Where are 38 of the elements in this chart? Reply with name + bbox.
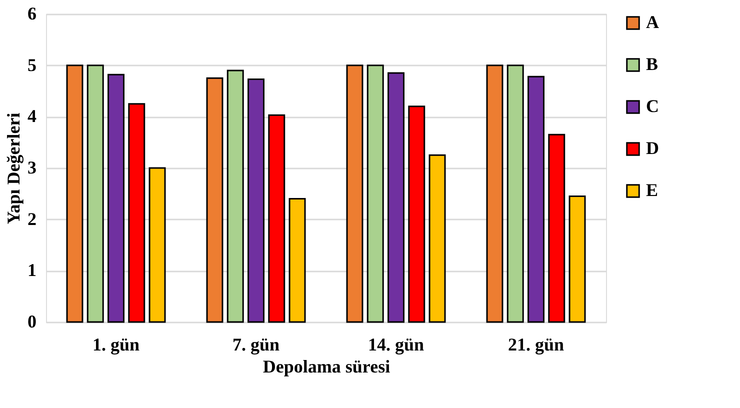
y-tick-label: 6 <box>28 4 36 24</box>
bar <box>346 64 364 323</box>
y-tick-label: 0 <box>28 312 36 332</box>
bar <box>528 76 544 323</box>
bar <box>108 74 124 323</box>
bar <box>66 64 84 323</box>
x-tick-label: 21. gün <box>508 334 564 354</box>
bar <box>288 198 306 323</box>
x-tick-label: 14. gün <box>368 334 424 354</box>
legend-label: C <box>646 96 659 116</box>
bar <box>506 64 524 323</box>
x-tick-label: 1. gün <box>92 334 140 354</box>
x-tick-label: 7. gün <box>232 334 280 354</box>
y-tick-label: 5 <box>28 54 36 75</box>
bar <box>428 154 446 323</box>
legend-label: A <box>646 12 659 32</box>
bar <box>128 103 146 323</box>
y-axis-title: Yapı Değerleri <box>4 112 24 224</box>
bar <box>226 70 244 323</box>
legend-label: B <box>646 54 658 74</box>
legend-label: E <box>646 180 658 200</box>
x-axis-title: Depolama süresi <box>262 356 390 376</box>
bar <box>248 78 264 323</box>
bar <box>548 134 566 323</box>
y-tick-label: 4 <box>28 106 36 126</box>
bar <box>366 64 384 323</box>
bar <box>148 167 166 323</box>
bar <box>206 77 224 323</box>
bar <box>408 106 426 323</box>
bar <box>268 114 286 323</box>
y-tick-label: 3 <box>28 158 36 178</box>
y-tick-label: 2 <box>28 208 36 229</box>
y-tick-label: 1 <box>28 260 36 280</box>
bar <box>568 195 586 323</box>
bar <box>388 72 404 323</box>
bar <box>86 64 104 323</box>
bar <box>486 64 504 323</box>
legend-label: D <box>646 138 659 158</box>
